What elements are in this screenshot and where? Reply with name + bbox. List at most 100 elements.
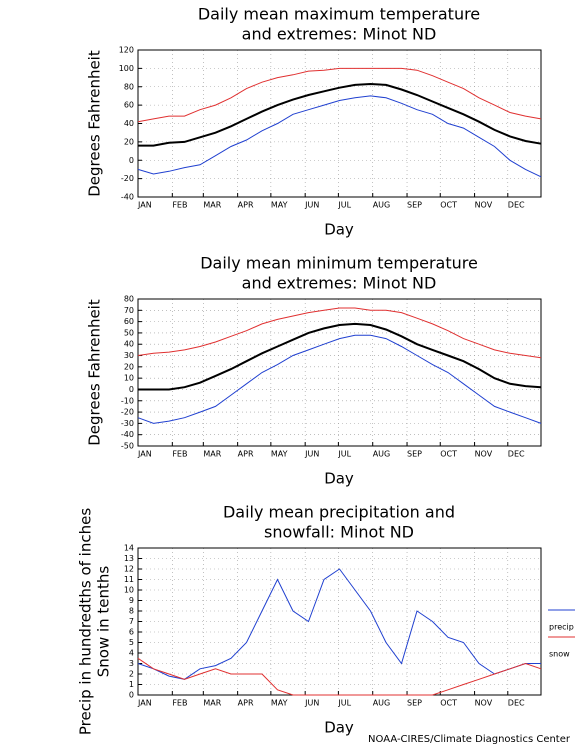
y-tick-label: -40 bbox=[121, 193, 134, 202]
x-tick-label: JUL bbox=[337, 450, 351, 459]
y-tick-label: 8 bbox=[129, 607, 134, 616]
y-tick-label: 12 bbox=[124, 565, 134, 574]
x-tick-label: FEB bbox=[172, 699, 187, 708]
x-tick-label: AUG bbox=[373, 699, 391, 708]
y-tick-label: 11 bbox=[124, 575, 134, 584]
y-tick-label: 120 bbox=[119, 46, 134, 55]
y-tick-label: 10 bbox=[124, 374, 134, 383]
plot-frame bbox=[137, 49, 542, 198]
chart-title: Daily mean precipitation and bbox=[223, 503, 455, 522]
x-tick-label: JUL bbox=[337, 201, 351, 210]
x-axis-label: Day bbox=[324, 719, 354, 737]
x-tick-label: MAY bbox=[271, 450, 288, 459]
y-tick-label: 80 bbox=[124, 295, 134, 304]
data-line bbox=[137, 657, 542, 696]
y-tick-label: 14 bbox=[124, 544, 134, 553]
x-tick-label: DEC bbox=[508, 201, 525, 210]
x-tick-label: JUN bbox=[304, 699, 319, 708]
y-tick-label: 70 bbox=[124, 306, 134, 315]
legend-label: snow bbox=[549, 650, 570, 659]
y-tick-label: 7 bbox=[129, 617, 134, 626]
y-tick-label: 40 bbox=[124, 119, 134, 128]
data-line bbox=[137, 334, 542, 424]
y-tick-label: 50 bbox=[124, 328, 134, 337]
y-tick-label: 30 bbox=[124, 351, 134, 360]
x-tick-label: OCT bbox=[440, 201, 457, 210]
x-tick-label: MAR bbox=[203, 450, 221, 459]
x-tick-label: MAY bbox=[271, 699, 288, 708]
legend-label: precip bbox=[549, 623, 574, 632]
x-tick-label: APR bbox=[238, 201, 254, 210]
y-tick-label: 4 bbox=[129, 649, 134, 658]
x-tick-label: FEB bbox=[172, 450, 187, 459]
x-tick-label: NOV bbox=[475, 201, 493, 210]
y-tick-label: 1 bbox=[129, 680, 134, 689]
x-tick-label: JUN bbox=[304, 450, 319, 459]
y-tick-label: 13 bbox=[124, 554, 134, 563]
data-line bbox=[137, 67, 542, 123]
chart-title: Daily mean minimum temperature bbox=[200, 254, 478, 273]
x-tick-label: FEB bbox=[172, 201, 187, 210]
y-tick-label: 10 bbox=[124, 586, 134, 595]
y-tick-label: 3 bbox=[129, 659, 134, 668]
y-tick-label: 0 bbox=[129, 385, 134, 394]
y-tick-label: 80 bbox=[124, 82, 134, 91]
x-tick-label: OCT bbox=[440, 450, 457, 459]
y-tick-label: 9 bbox=[129, 596, 134, 605]
chart-title: snowfall: Minot ND bbox=[264, 523, 414, 542]
x-tick-label: MAR bbox=[203, 699, 221, 708]
x-tick-label: JAN bbox=[137, 699, 152, 708]
y-axis-label: Snow in tenths bbox=[95, 566, 113, 678]
y-tick-label: 5 bbox=[129, 638, 134, 647]
y-axis-label: Degrees Fahrenheit bbox=[86, 50, 104, 197]
x-tick-label: OCT bbox=[440, 699, 457, 708]
x-tick-label: APR bbox=[238, 450, 254, 459]
x-tick-label: DEC bbox=[508, 450, 525, 459]
x-tick-label: JUN bbox=[304, 201, 319, 210]
y-tick-label: -20 bbox=[121, 174, 134, 183]
data-line bbox=[137, 568, 541, 680]
x-axis-label: Day bbox=[324, 470, 354, 488]
y-tick-label: 2 bbox=[129, 670, 134, 679]
x-tick-label: AUG bbox=[373, 450, 391, 459]
x-tick-label: NOV bbox=[475, 699, 493, 708]
y-tick-label: -20 bbox=[121, 408, 134, 417]
x-tick-label: JAN bbox=[137, 201, 152, 210]
y-tick-label: 6 bbox=[129, 628, 134, 637]
y-axis-label: Precip in hundredths of inches bbox=[77, 508, 95, 735]
x-tick-label: SEP bbox=[407, 201, 422, 210]
chart-title: Daily mean maximum temperature bbox=[198, 5, 480, 24]
x-tick-label: APR bbox=[238, 699, 254, 708]
chart-title: and extremes: Minot ND bbox=[242, 274, 437, 293]
y-tick-label: -30 bbox=[121, 419, 134, 428]
y-tick-label: 20 bbox=[124, 137, 134, 146]
x-tick-label: JUL bbox=[337, 699, 351, 708]
x-tick-label: SEP bbox=[407, 699, 422, 708]
y-tick-label: 20 bbox=[124, 362, 134, 371]
y-axis-label: Degrees Fahrenheit bbox=[86, 299, 104, 446]
y-tick-label: 0 bbox=[129, 691, 134, 700]
data-line bbox=[138, 82, 542, 147]
y-tick-label: -40 bbox=[121, 430, 134, 439]
y-tick-label: -50 bbox=[121, 442, 134, 451]
data-line bbox=[138, 322, 542, 391]
x-tick-label: MAY bbox=[271, 201, 288, 210]
plot-frame bbox=[137, 298, 542, 447]
chart-title: and extremes: Minot ND bbox=[242, 25, 437, 44]
x-tick-label: DEC bbox=[508, 699, 525, 708]
data-line bbox=[137, 307, 542, 359]
x-tick-label: AUG bbox=[373, 201, 391, 210]
y-tick-label: 60 bbox=[124, 317, 134, 326]
y-tick-label: 40 bbox=[124, 340, 134, 349]
y-tick-label: 100 bbox=[119, 64, 134, 73]
footer: NOAA-CIRES/Climate Diagnostics Center bbox=[368, 734, 571, 745]
x-tick-label: JAN bbox=[137, 450, 152, 459]
y-tick-label: 0 bbox=[129, 156, 134, 165]
x-tick-label: MAR bbox=[203, 201, 221, 210]
y-tick-label: -10 bbox=[121, 396, 134, 405]
y-tick-label: 60 bbox=[124, 101, 134, 110]
x-axis-label: Day bbox=[324, 221, 354, 239]
x-tick-label: NOV bbox=[475, 450, 493, 459]
data-line bbox=[137, 95, 542, 178]
